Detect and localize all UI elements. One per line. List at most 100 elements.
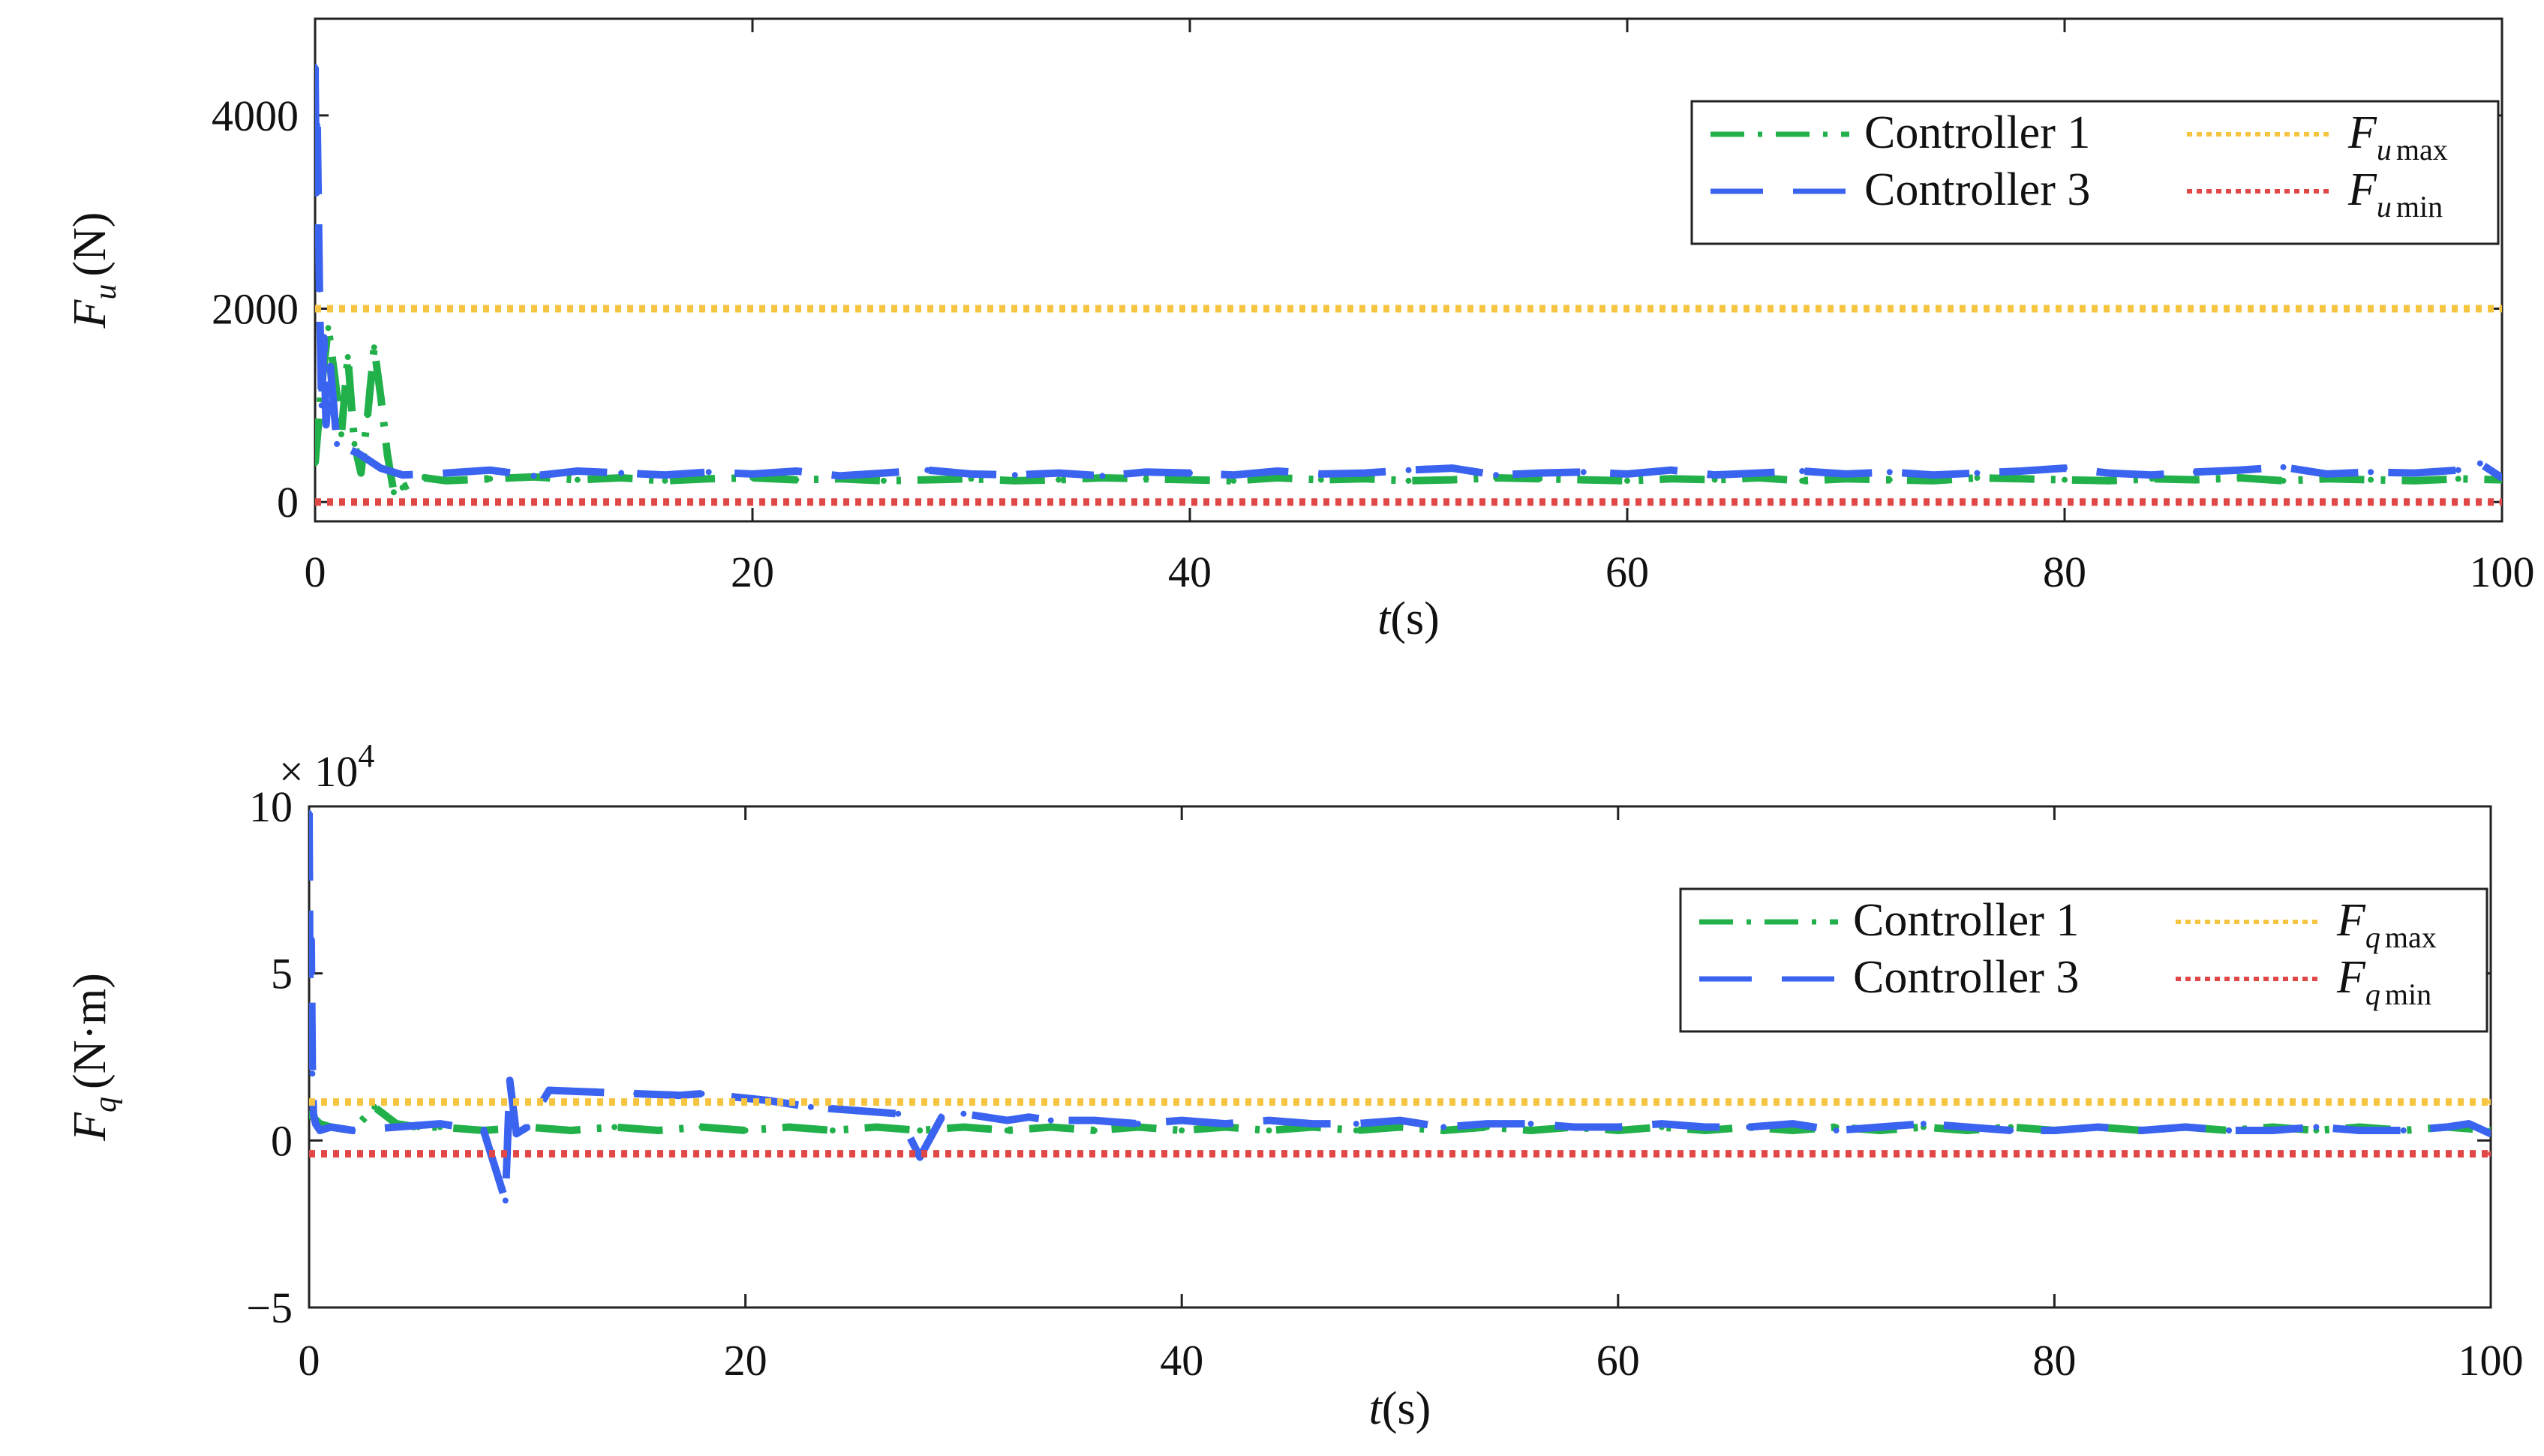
series-c3-point: [2182, 1124, 2188, 1130]
series-c1-point: [1789, 1127, 1796, 1133]
series-c3-point: [317, 1127, 323, 1133]
x-tick-label: 20: [731, 548, 774, 596]
series-c3-point: [939, 1114, 945, 1121]
series-c3-point: [705, 469, 712, 476]
legend-symbol: F: [2336, 952, 2366, 1003]
x-axis-unit: (s): [1390, 593, 1439, 644]
series-c3-point: [1143, 469, 1149, 476]
series-c1-point: [1397, 1124, 1403, 1130]
series-c3-point: [309, 809, 312, 816]
series-c3-point: [1362, 470, 1368, 476]
series-c3-point: [662, 472, 668, 479]
series-fmin-point: [315, 499, 318, 506]
series-c1-point: [487, 476, 494, 482]
x-tick-label: 20: [724, 1336, 767, 1385]
legend-label-c3: Controller 3: [1853, 952, 2079, 1003]
series-c3-point: [1886, 469, 1893, 476]
series-c3-point: [1789, 1121, 1796, 1127]
series-c3-point: [880, 470, 887, 476]
series-c3-point: [443, 470, 449, 476]
legend-frame: [1690, 100, 2500, 245]
series-c1-point: [325, 325, 332, 332]
series-c3-point: [1799, 468, 1806, 474]
series-c3-point: [315, 64, 318, 71]
series-c3-point: [513, 1130, 520, 1137]
series-c3-point: [2236, 467, 2243, 473]
series-c3-point: [2008, 1127, 2014, 1133]
series-c3-point: [1614, 1124, 1621, 1130]
series-c3-point: [960, 1110, 967, 1117]
series-c3-point: [1091, 1117, 1098, 1124]
series-c1-point: [390, 489, 397, 496]
legend-subscript-text: min: [2385, 977, 2431, 1011]
legend-symbol: F: [2336, 895, 2366, 946]
series-c3-point: [2499, 475, 2502, 481]
plot-frame: [314, 17, 2503, 523]
series-c1-point: [2455, 476, 2461, 482]
series-c3-point: [356, 450, 362, 457]
series-c3-point: [1702, 1124, 1709, 1130]
x-tick-label: 80: [2032, 1336, 2076, 1385]
y-tick-label: 0: [277, 478, 299, 527]
series-c3-line: [309, 812, 2491, 1205]
y-exponent-label: × 104: [279, 737, 374, 796]
series-c3-point: [2368, 469, 2374, 476]
legend-subscript-text: min: [2396, 190, 2443, 224]
series-c1-point: [873, 1124, 880, 1130]
series-c3-point: [1047, 1117, 1054, 1124]
series-c1-point: [1886, 476, 1893, 483]
series-c1-point: [655, 1127, 662, 1133]
legend-label-c1: Controller 1: [1864, 107, 2090, 158]
series-c1-point: [384, 450, 391, 457]
series-c3-point: [1056, 470, 1062, 476]
series-c3-point: [2105, 470, 2112, 476]
series-c1-point: [1974, 475, 1981, 481]
series-c3-point: [1440, 1124, 1447, 1130]
series-c3-point: [327, 363, 334, 370]
legend-label-fmax: Fu max: [2347, 107, 2448, 167]
series-c1-point: [1274, 475, 1281, 481]
series-c3-point: [1711, 472, 1718, 479]
legend-subscript: u: [2377, 190, 2392, 224]
series-c1-point: [315, 460, 318, 467]
series-c1-point: [785, 1124, 792, 1130]
series-c3-point: [2476, 460, 2483, 467]
series-c3-point: [749, 470, 755, 477]
series-c3-point: [377, 465, 384, 472]
series-fmin-point: [2488, 1151, 2491, 1157]
series-c3-point: [320, 335, 327, 341]
series-c1-point: [1047, 1124, 1054, 1130]
series-c1-point: [2105, 477, 2112, 484]
y-axis-unit: (N·m): [65, 973, 116, 1089]
series-c1-point: [1091, 1127, 1098, 1133]
series-c3-point: [487, 467, 494, 473]
series-c1-point: [2411, 477, 2418, 484]
series-c3-point: [1930, 472, 1937, 479]
y-axis-symbol: F: [65, 1112, 116, 1142]
plot-frame: [308, 805, 2492, 1309]
series-c1-point: [960, 1124, 967, 1130]
series-c3-point: [1659, 1121, 1665, 1127]
series-c1-point: [1317, 476, 1324, 483]
x-tick-label: 60: [1596, 1336, 1640, 1385]
series-c3-point: [316, 286, 323, 293]
legend-label-c1: Controller 1: [1853, 895, 2079, 946]
series-c3-point: [312, 1121, 319, 1127]
series-c3-point: [1536, 470, 1543, 476]
x-tick-label: 0: [299, 1336, 320, 1385]
series-c1-point: [1799, 477, 1806, 484]
y-tick-label: −5: [246, 1283, 293, 1332]
series-c1-point: [2192, 476, 2199, 483]
y-tick-label: 5: [271, 950, 293, 998]
series-c1-point: [1230, 477, 1237, 484]
series-c3-point: [2226, 1127, 2232, 1133]
series-c3-point: [309, 1070, 316, 1077]
series-c3-point: [852, 1107, 858, 1114]
series-c1-point: [2236, 475, 2243, 481]
series-c1-point: [1179, 1127, 1185, 1133]
series-c3-point: [1011, 472, 1018, 479]
series-c3-point: [309, 1037, 314, 1043]
series-c3-point: [574, 468, 581, 474]
series-c3-point: [1493, 472, 1500, 479]
